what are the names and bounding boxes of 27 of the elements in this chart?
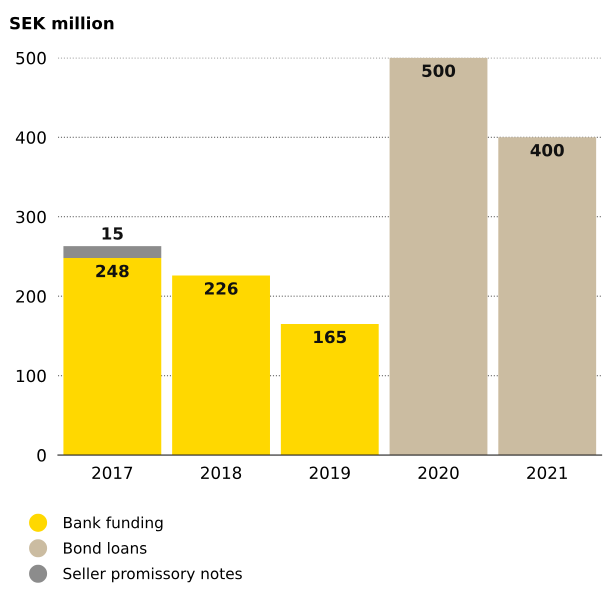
data-label: 500 [422, 64, 456, 78]
data-label: 165 [314, 330, 346, 344]
y-axis-title: SEK million [10, 16, 114, 30]
bar [63, 258, 162, 456]
y-tick-label: 0 [37, 449, 46, 462]
x-tick-label: 2017 [92, 466, 132, 480]
y-tick-label: 200 [16, 290, 46, 303]
x-tick-label: 2021 [527, 466, 567, 480]
bar [63, 246, 162, 258]
x-tick-label: 2019 [310, 466, 350, 480]
y-tick-label: 500 [16, 52, 46, 64]
legend-label: Seller promissory notes [64, 567, 242, 582]
y-tick-label: 300 [16, 210, 46, 224]
x-tick-label: 2018 [201, 466, 242, 480]
data-label: 248 [96, 264, 129, 278]
data-label: 400 [530, 144, 564, 157]
data-label: 15 [102, 227, 123, 240]
legend-label: Bank funding [64, 516, 162, 532]
y-tick-label: 100 [16, 370, 46, 382]
bar [498, 137, 596, 456]
bar [390, 58, 488, 456]
y-tick-label: 400 [16, 131, 46, 144]
bar [280, 324, 379, 456]
x-tick-label: 2020 [418, 466, 459, 480]
data-label: 226 [204, 282, 238, 295]
bar [172, 276, 270, 456]
legend-label: Bond loans [64, 542, 146, 554]
